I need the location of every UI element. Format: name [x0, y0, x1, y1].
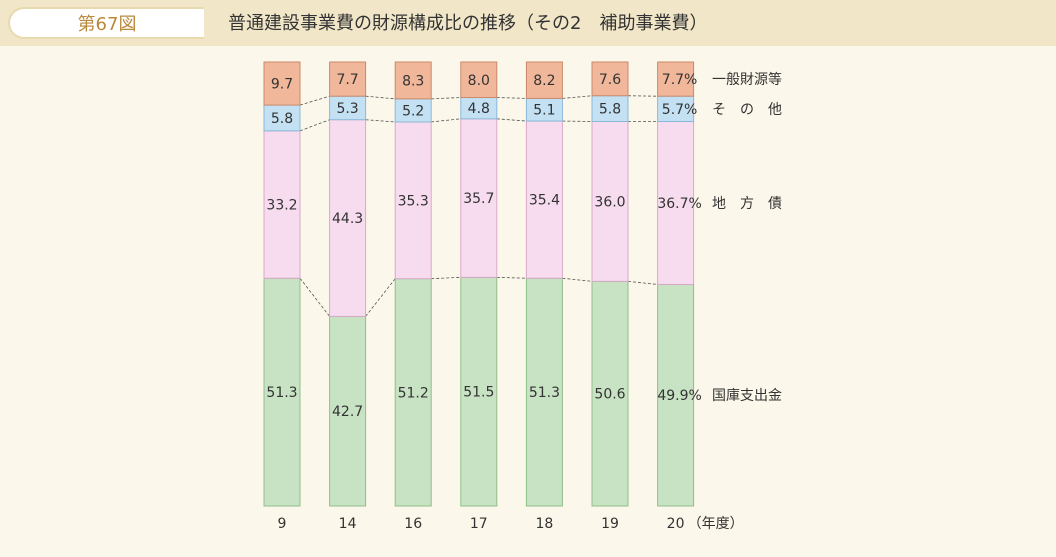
data-label: 51.3	[529, 385, 560, 401]
connector-line	[562, 95, 593, 99]
bar-segment	[460, 118, 498, 278]
data-label: 5.7%	[662, 102, 698, 118]
data-label: 44.3	[332, 211, 363, 227]
data-label: 7.6	[599, 72, 621, 88]
bar-segment	[591, 61, 629, 97]
data-label: 5.1	[533, 103, 555, 119]
connector-line	[431, 97, 461, 100]
data-label: 51.2	[398, 385, 429, 401]
legend-label: 地 方 債	[712, 196, 782, 212]
connector-line	[496, 118, 527, 122]
legend-label: 国庫支出金	[712, 387, 782, 404]
bar-segment	[460, 61, 498, 99]
data-label: 8.3	[402, 73, 424, 89]
data-label: 35.7	[463, 191, 494, 207]
figure-header: 第67図 普通建設事業費の財源構成比の推移（その2 補助事業費）	[0, 0, 1056, 46]
data-label: 4.8	[468, 101, 490, 117]
data-label: 7.7%	[662, 72, 698, 88]
data-label: 8.0	[468, 73, 490, 89]
category-label: 17	[470, 516, 488, 532]
category-label: 9	[278, 516, 287, 532]
data-label: 42.7	[332, 404, 363, 420]
data-label: 36.0	[594, 194, 625, 210]
data-label: 5.8	[599, 102, 621, 118]
data-label: 35.4	[529, 193, 560, 209]
connector-line	[299, 277, 330, 317]
connector-line	[496, 276, 527, 279]
connector-line	[365, 119, 396, 123]
bar-segment	[591, 95, 629, 122]
data-label: 5.8	[271, 111, 293, 127]
category-label: 20	[667, 516, 685, 532]
connector-line	[431, 118, 461, 123]
category-label: 19	[601, 516, 619, 532]
bar-segment	[263, 61, 301, 106]
bar-segment	[657, 95, 695, 122]
bar-segment	[460, 276, 498, 507]
data-label: 33.2	[266, 198, 297, 214]
connector-line	[562, 277, 593, 282]
data-label: 9.7	[271, 77, 293, 93]
data-label: 51.5	[463, 385, 494, 401]
category-unit-label: （年度）	[688, 516, 744, 532]
bar-segment	[263, 277, 301, 507]
data-label: 5.3	[336, 101, 358, 117]
bar-segment	[394, 61, 432, 100]
bar-segment	[525, 120, 563, 279]
bar-segment	[657, 61, 695, 97]
legend-label: そ の 他	[712, 102, 782, 118]
bar-segment	[329, 315, 367, 507]
connector-line	[365, 278, 396, 317]
figure-number: 第67図	[77, 14, 137, 35]
connector-line	[627, 280, 658, 285]
data-label: 51.3	[266, 385, 297, 401]
connector-line	[299, 95, 330, 106]
data-label: 35.3	[398, 193, 429, 209]
chart-title: 普通建設事業費の財源構成比の推移（その2 補助事業費）	[228, 13, 708, 34]
category-label: 14	[339, 516, 357, 532]
bar-segment	[657, 283, 695, 507]
legend-label: 一般財源等	[712, 71, 782, 88]
connector-line	[431, 276, 461, 280]
bar-segment	[591, 280, 629, 507]
category-label: 18	[535, 516, 553, 532]
data-label: 8.2	[533, 73, 555, 89]
category-label: 16	[404, 516, 422, 532]
data-label: 5.2	[402, 103, 424, 119]
connector-line	[496, 97, 527, 99]
data-label: 50.6	[594, 387, 625, 403]
connector-line	[299, 119, 330, 132]
figure-number-tab: 第67図	[8, 7, 204, 39]
data-label: 36.7%	[657, 196, 701, 212]
bar-segment	[525, 277, 563, 507]
bar-segment	[525, 61, 563, 99]
data-label: 7.7	[336, 72, 358, 88]
bar-segment	[394, 121, 432, 280]
connector-line	[365, 95, 396, 100]
bar-segment	[263, 104, 301, 132]
bar-segment	[657, 120, 695, 285]
bar-segment	[329, 61, 367, 97]
data-label: 49.9%	[657, 388, 701, 404]
